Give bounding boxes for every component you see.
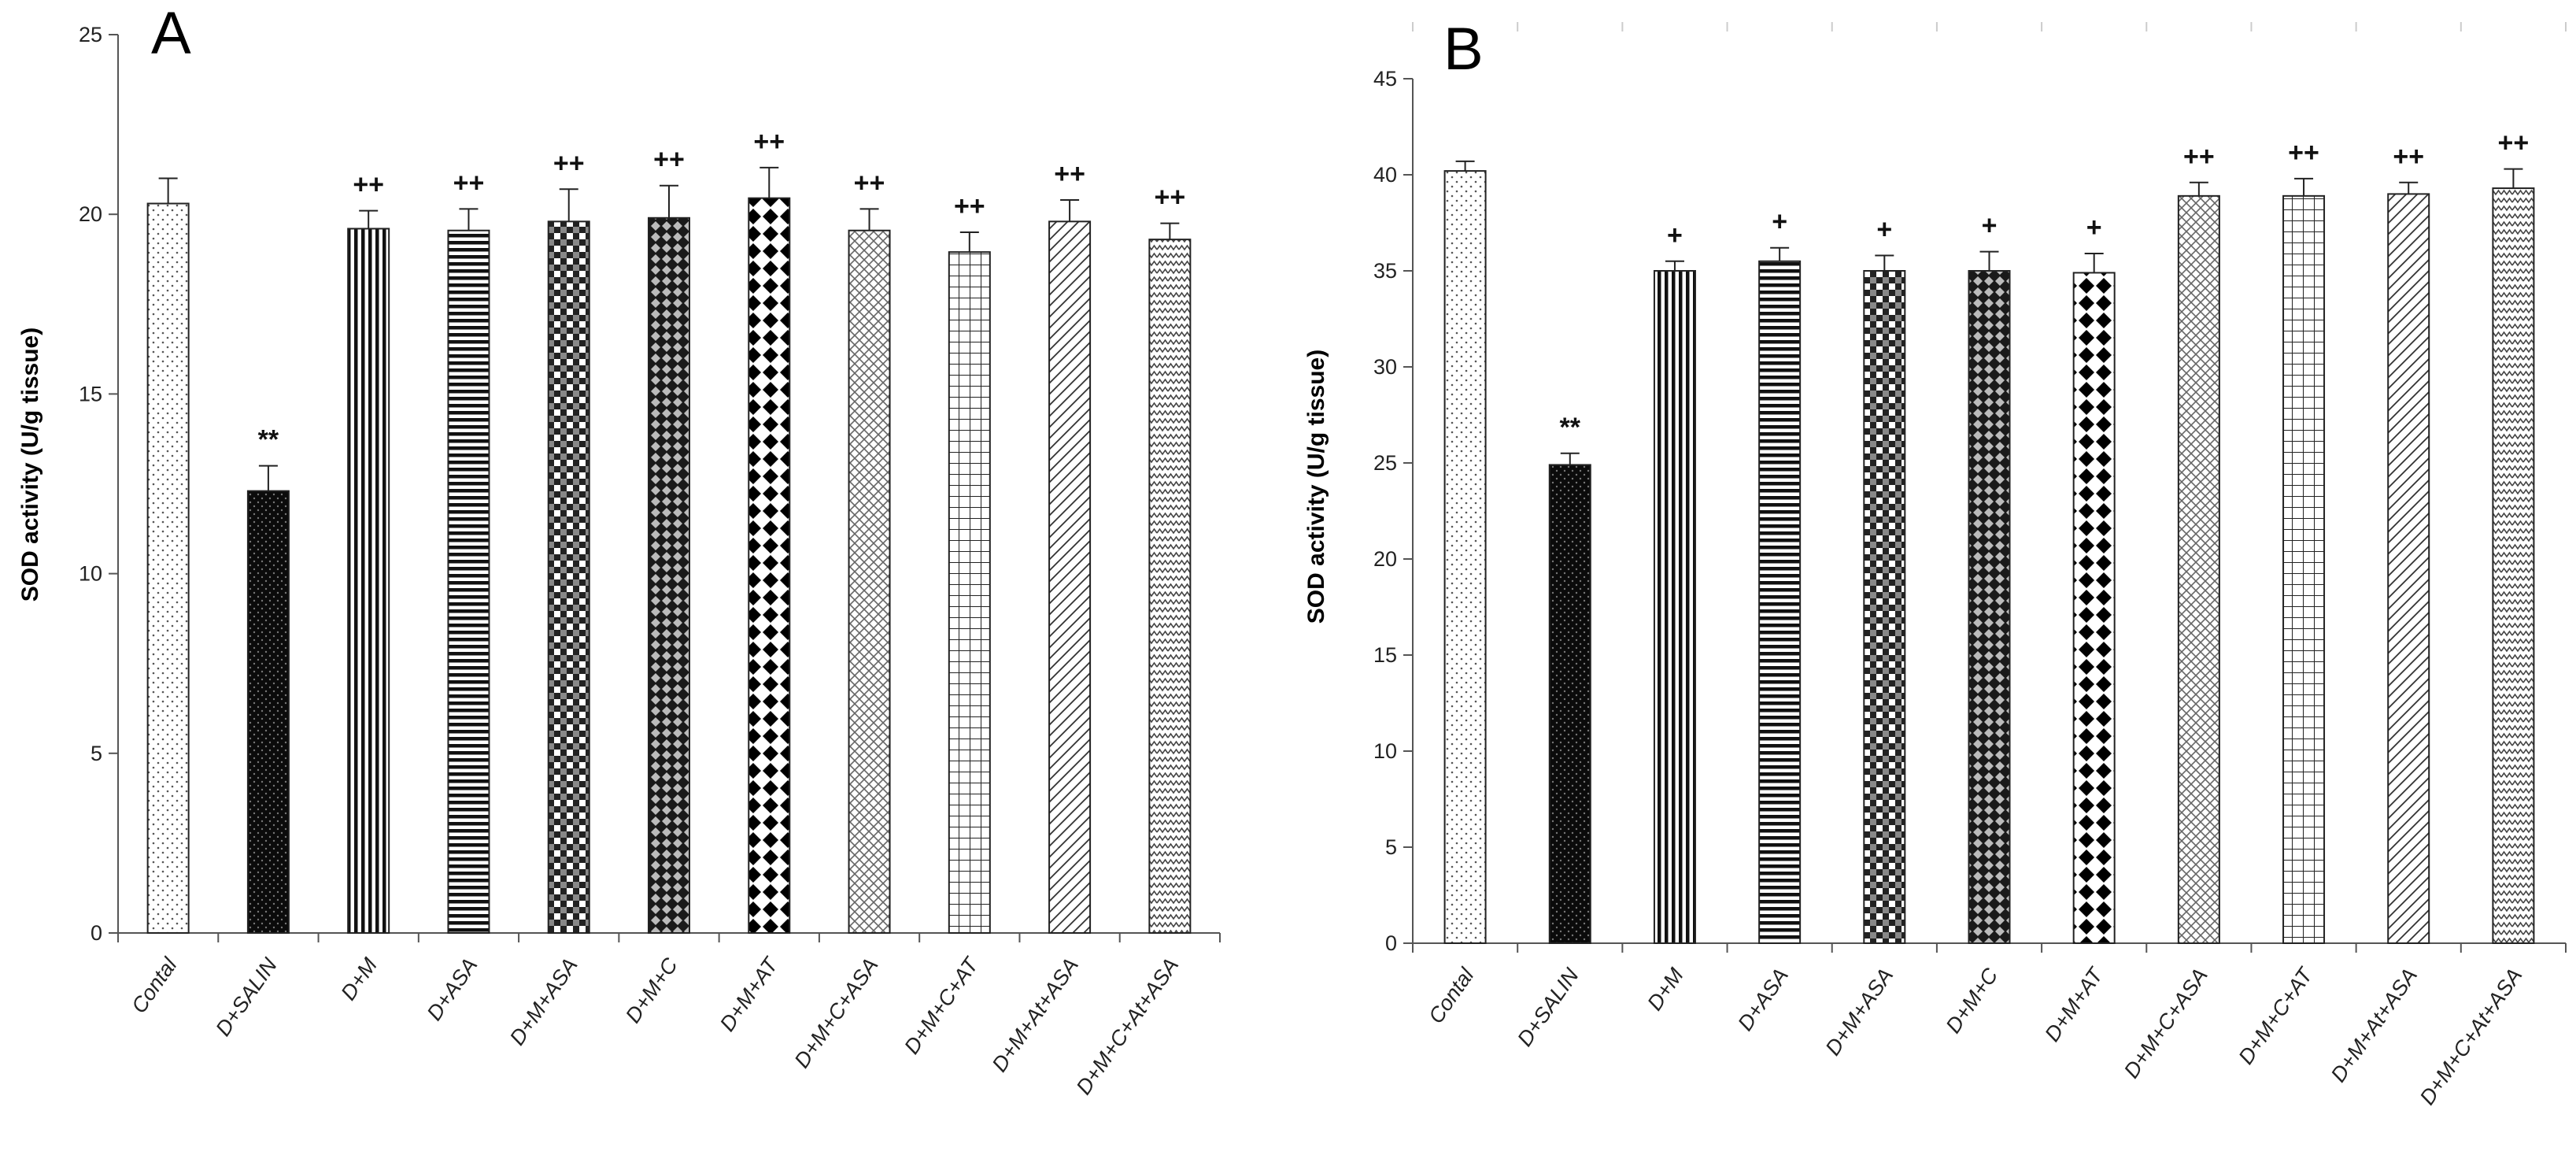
panel-b-category-label-2: D+SALIN	[1513, 964, 1584, 1050]
panel-b-bar-3	[1653, 270, 1696, 944]
panel-a-bar-3	[347, 228, 390, 934]
panel-b-category-label-9: D+M+C+AT	[2234, 962, 2318, 1068]
panel-b-significance-4: +	[1772, 207, 1787, 237]
panel-b-category-label-10: D+M+At+ASA	[2327, 964, 2422, 1087]
panel-b-significance-3: +	[1667, 220, 1683, 250]
panel-a-y-tick-label: 20	[79, 202, 102, 226]
panel-b-bar-2	[1548, 464, 1591, 944]
panel-a-bar-10	[1048, 220, 1092, 934]
panel-b-significance-2: **	[1560, 413, 1581, 442]
panel-a-category-label-10: D+M+At+ASA	[988, 953, 1083, 1076]
panel-b-bar-9	[2282, 194, 2326, 944]
panel-a-category-label-8: D+M+C+ASA	[789, 953, 882, 1072]
panel-b-significance-5: +	[1876, 214, 1892, 244]
panel-a-category-label-6: D+M+C	[621, 953, 682, 1027]
panel-a-bar-2	[246, 490, 290, 934]
panel-b-y-axis-title: SOD activity (U/g tissue)	[1303, 350, 1329, 624]
panel-b-category-label-3: D+M	[1643, 964, 1688, 1015]
panel-a-significance-11: ++	[1155, 183, 1186, 213]
panel-b-category-label-8: D+M+C+ASA	[2120, 964, 2212, 1083]
panel-b-bar-11	[2492, 187, 2535, 944]
panel-b-y-tick-label: 45	[1373, 67, 1397, 91]
panel-a-bar-11	[1148, 239, 1192, 934]
panel-a-y-tick-label: 10	[79, 562, 102, 586]
panel-b-letter: B	[1443, 16, 1484, 83]
panel-a-category-label-3: D+M	[336, 953, 382, 1005]
panel-a-y-tick-label: 5	[91, 742, 102, 765]
panel-b-bar-4	[1758, 260, 1802, 944]
panel-b-y-tick-label: 5	[1385, 835, 1397, 859]
panel-b-bar-8	[2177, 194, 2220, 944]
panel-a-significance-3: ++	[353, 170, 384, 200]
panel-b-category-label-7: D+M+AT	[2040, 962, 2108, 1046]
panel-b-significance-11: ++	[2498, 128, 2530, 158]
panel-a-bar-5	[547, 220, 590, 934]
panel-b-category-label-11: D+M+C+At+ASA	[2415, 964, 2527, 1109]
panel-b-significance-7: +	[2086, 213, 2102, 242]
panel-a-significance-6: ++	[653, 145, 685, 175]
panel-a-category-label-11: D+M+C+At+ASA	[1072, 953, 1184, 1098]
panel-b-y-tick-label: 40	[1373, 163, 1397, 187]
panel-b-bar-5	[1863, 270, 1906, 944]
panel-b-y-tick-label: 35	[1373, 259, 1397, 283]
panel-a-y-axis-title: SOD activity (U/g tissue)	[17, 328, 43, 602]
panel-a-bar-6	[648, 217, 690, 935]
panel-a-bar-8	[848, 229, 891, 935]
panel-b-significance-9: ++	[2288, 138, 2319, 168]
panel-b-significance-6: +	[1982, 211, 1998, 241]
panel-b-chart: B SOD activity (U/g tissue) 0 5 10 15 20 25 30…	[1303, 16, 2567, 1109]
panel-a-significance-5: ++	[553, 148, 585, 178]
panel-a-chart: A SOD activity (U/g tissue) 0 5 10 15 20 25 Co…	[17, 0, 1221, 1099]
panel-b-category-label-4: D+ASA	[1733, 964, 1793, 1035]
panel-a-significance-7: ++	[753, 127, 785, 157]
panel-b-y-tick-label: 20	[1373, 547, 1397, 571]
panel-a-letter: A	[151, 0, 191, 67]
panel-b-bar-7	[2072, 272, 2116, 944]
panel-a-category-label-2: D+SALIN	[211, 953, 282, 1040]
panel-b-bar-6	[1968, 270, 2011, 944]
panel-b-y-tick-label: 10	[1373, 739, 1397, 763]
panel-a-significance-10: ++	[1054, 159, 1085, 189]
panel-b-y-tick-label: 25	[1373, 451, 1397, 475]
panel-a-category-label-5: D+M+ASA	[505, 953, 582, 1049]
panel-b-bar-10	[2387, 193, 2430, 944]
panel-b-category-label-5: D+M+ASA	[1820, 964, 1898, 1060]
panel-b-significance-8: ++	[2183, 142, 2215, 172]
panel-b-category-label-6: D+M+C	[1941, 964, 2002, 1038]
panel-b-bar-1	[1443, 170, 1487, 944]
panel-a-category-label-7: D+M+AT	[715, 952, 784, 1035]
panel-b-y-tick-label: 0	[1385, 931, 1397, 955]
panel-a-significance-9: ++	[954, 191, 985, 221]
panel-a-y-tick-label: 0	[91, 921, 102, 945]
panel-a-significance-4: ++	[453, 168, 485, 198]
panel-b-y-tick-label: 15	[1373, 643, 1397, 667]
panel-b-category-label-1: Contal	[1424, 963, 1479, 1027]
panel-a-y-tick-label: 15	[79, 382, 102, 405]
panel-a-bar-9	[948, 251, 991, 934]
panel-a-category-label-1: Contal	[127, 953, 182, 1017]
panel-a-bar-1	[146, 202, 190, 934]
panel-b-y-tick-label: 30	[1373, 355, 1397, 379]
panel-a-y-tick-label: 25	[79, 23, 102, 46]
panel-a-significance-8: ++	[854, 168, 885, 198]
panel-a-significance-2: **	[258, 425, 279, 455]
panel-a-bar-7	[748, 197, 791, 935]
panel-a-category-label-9: D+M+C+AT	[900, 952, 984, 1058]
panel-b-significance-10: ++	[2393, 142, 2424, 172]
panel-a-bar-4	[447, 229, 490, 935]
panel-a-category-label-4: D+ASA	[423, 953, 482, 1024]
